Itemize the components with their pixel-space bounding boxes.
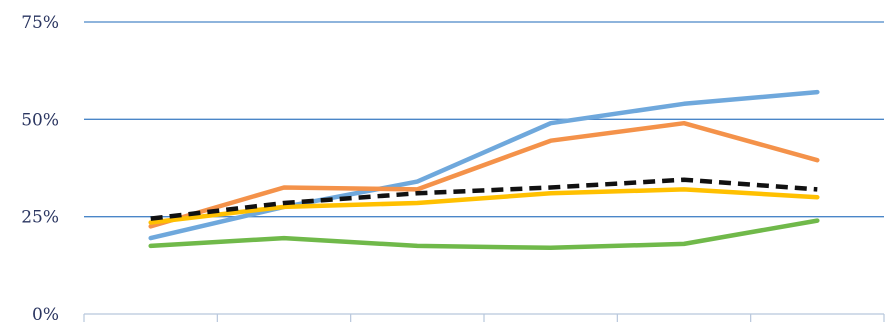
series-line-1 <box>148 89 820 241</box>
x-axis <box>83 313 885 322</box>
series-line-5 <box>150 177 818 221</box>
y-axis-tick-labels: 0% 25% 50% 75% <box>21 13 59 322</box>
y-tick-label: 50% <box>21 110 59 130</box>
y-tick-label: 0% <box>32 305 59 322</box>
y-tick-label: 25% <box>21 208 59 228</box>
series-line-2 <box>148 120 820 229</box>
series-line-3 <box>148 187 820 225</box>
series-line-4 <box>148 218 820 251</box>
series-lines <box>148 89 820 251</box>
y-tick-label: 75% <box>21 13 59 33</box>
